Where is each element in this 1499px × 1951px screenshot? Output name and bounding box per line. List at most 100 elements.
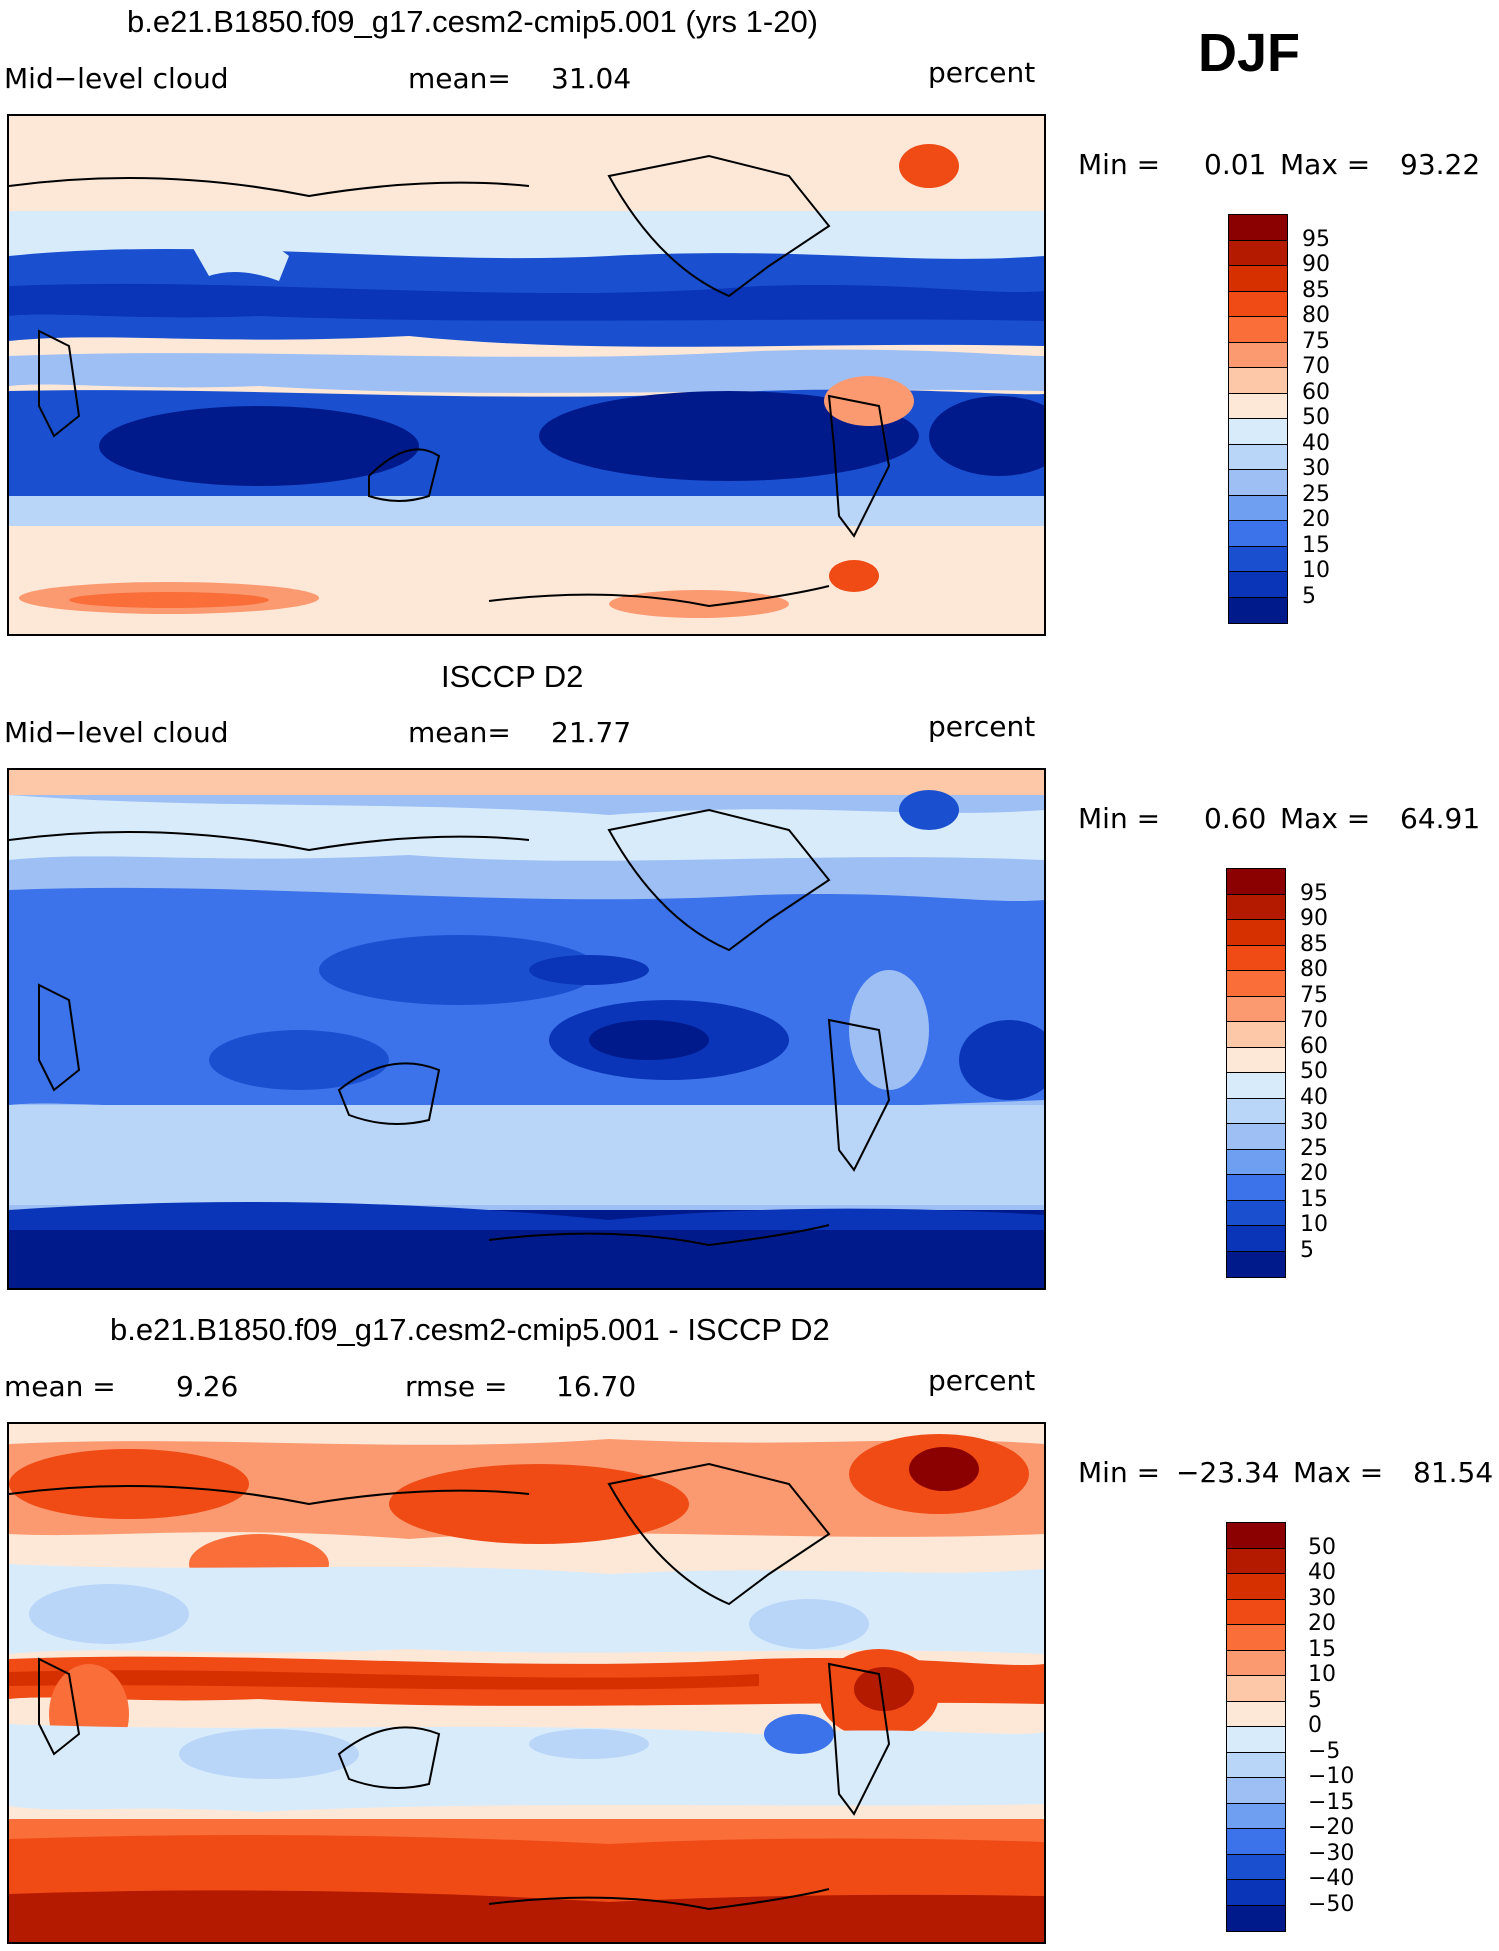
colorbar-swatch [1227,1727,1285,1753]
colorbar-tick-label: 50 [1300,1059,1328,1084]
panel2-min-value: 0.60 [1204,802,1267,835]
colorbar-swatch [1227,971,1285,997]
colorbar-swatch [1227,1574,1285,1600]
panel2-max-label: Max = [1280,802,1371,835]
colorbar-tick-label: 95 [1302,226,1330,252]
panel1-min-value: 0.01 [1204,148,1267,181]
colorbar-tick-label: 85 [1300,931,1328,957]
colorbar-tick-label: 25 [1300,1135,1328,1161]
colorbar-tick-label: 50 [1302,405,1330,430]
colorbar-tick-label: 30 [1300,1110,1328,1135]
colorbar-swatch [1229,546,1287,572]
colorbar-tick-label: 10 [1300,1212,1328,1237]
colorbar-tick-label: 0 [1308,1713,1322,1738]
panel1-min-label: Min = [1078,148,1161,181]
season-label: DJF [1198,23,1301,83]
colorbar-tick-label: 75 [1300,982,1328,1008]
colorbar-swatch [1227,1124,1285,1150]
colorbar-swatch [1229,291,1287,317]
colorbar-swatch [1227,1803,1285,1829]
colorbar-swatch [1227,1047,1285,1073]
colorbar-swatch [1227,1854,1285,1880]
panel2-map [7,768,1046,1290]
panel2-mean-label: mean= [408,716,511,749]
colorbar-swatch [1227,1073,1285,1099]
colorbar-swatch [1227,1548,1285,1574]
panel2-title: ISCCP D2 [441,659,584,694]
colorbar-swatch [1227,1226,1285,1252]
colorbar-tick-label: 10 [1302,558,1330,583]
colorbar-swatch [1229,495,1287,521]
colorbar-swatch [1229,215,1287,241]
colorbar-tick-label: 70 [1302,354,1330,379]
panel3-min-value: −23.34 [1176,1456,1280,1489]
colorbar-tick-label: −50 [1308,1891,1355,1917]
colorbar-swatch [1227,1149,1285,1175]
panel1-colorbar [1228,214,1288,624]
panel3-map-field [9,1424,1044,1942]
panel1-mean-value: 31.04 [551,62,632,95]
colorbar-swatch [1227,1175,1285,1201]
colorbar-swatch [1229,317,1287,343]
panel3-mean-value: 9.26 [176,1370,239,1403]
colorbar-tick-label: 20 [1302,507,1330,532]
panel2-colorbar [1226,868,1286,1278]
colorbar-tick-label: 5 [1308,1687,1322,1713]
panel2-units: percent [928,710,1036,743]
colorbar-tick-label: 40 [1302,430,1330,456]
colorbar-swatch [1229,240,1287,266]
panel3-map [7,1422,1046,1944]
colorbar-tick-label: 30 [1308,1585,1336,1611]
panel3-units: percent [928,1364,1036,1397]
panel3-title: b.e21.B1850.f09_g17.cesm2-cmip5.001 - IS… [110,1312,830,1347]
colorbar-tick-label: 20 [1308,1611,1336,1636]
colorbar-tick-label: 25 [1302,481,1330,507]
colorbar-tick-label: 15 [1308,1636,1336,1662]
panel2-variable-label: Mid−level cloud [4,716,229,749]
panel3-rmse-value: 16.70 [556,1370,637,1403]
colorbar-tick-label: 90 [1300,906,1328,931]
panel1-variable-label: Mid−level cloud [4,62,229,95]
colorbar-tick-label: 95 [1300,880,1328,906]
panel1-units: percent [928,56,1036,89]
colorbar-tick-label: 60 [1300,1033,1328,1059]
colorbar-swatch [1229,521,1287,547]
panel1-max-label: Max = [1280,148,1371,181]
colorbar-tick-label: 5 [1300,1237,1314,1263]
colorbar-tick-label: −40 [1308,1866,1355,1891]
colorbar-swatch [1227,1701,1285,1727]
colorbar-swatch [1227,869,1285,895]
colorbar-tick-label: −10 [1308,1764,1355,1789]
colorbar-swatch [1229,444,1287,470]
panel2-mean-value: 21.77 [551,716,632,749]
colorbar-tick-label: 80 [1300,957,1328,982]
colorbar-swatch [1227,1778,1285,1804]
colorbar-tick-label: −5 [1308,1738,1341,1764]
colorbar-swatch [1227,945,1285,971]
colorbar-tick-label: −30 [1308,1840,1355,1866]
colorbar-swatch [1227,1098,1285,1124]
colorbar-tick-label: 70 [1300,1008,1328,1033]
panel1-max-value: 93.22 [1400,148,1481,181]
panel2-map-field [9,770,1044,1288]
colorbar-swatch [1229,597,1287,623]
colorbar-tick-label: 10 [1308,1662,1336,1687]
colorbar-tick-label: 5 [1302,583,1316,609]
panel1-title: b.e21.B1850.f09_g17.cesm2-cmip5.001 (yrs… [127,4,819,39]
colorbar-swatch [1227,996,1285,1022]
colorbar-tick-label: 40 [1300,1084,1328,1110]
colorbar-swatch [1229,572,1287,598]
colorbar-swatch [1227,1625,1285,1651]
panel3-max-value: 81.54 [1413,1456,1494,1489]
colorbar-tick-label: 40 [1308,1560,1336,1585]
colorbar-tick-label: 75 [1302,328,1330,354]
panel3-colorbar [1226,1522,1286,1932]
colorbar-tick-label: 80 [1302,303,1330,328]
colorbar-tick-label: 30 [1302,456,1330,481]
colorbar-tick-label: 15 [1302,532,1330,558]
panel1-map-field [9,116,1044,634]
colorbar-tick-label: 60 [1302,379,1330,405]
panel2-max-value: 64.91 [1400,802,1481,835]
colorbar-swatch [1227,1905,1285,1931]
colorbar-swatch [1227,1752,1285,1778]
